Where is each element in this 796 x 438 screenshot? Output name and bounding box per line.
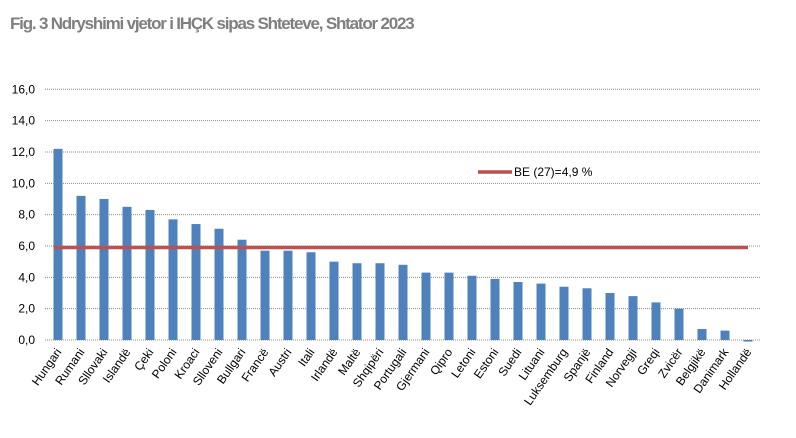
y-tick-label: 8,0 (18, 208, 35, 222)
bar-Slloveni (214, 228, 224, 340)
bar-Francë (260, 250, 270, 340)
bar-Suedi (513, 282, 523, 340)
bar-Estoni (490, 278, 500, 340)
bar-Austri (283, 250, 293, 340)
bar-Rumani (76, 195, 86, 340)
bar-Kroaci (191, 224, 201, 340)
bar-Irlandë (329, 261, 339, 340)
bar-Çeki (145, 209, 155, 340)
bar-Danimark (720, 330, 730, 340)
bar-Zvicër (674, 308, 684, 340)
bar-Greqi (651, 302, 661, 340)
bar-Belgjikë (697, 329, 707, 340)
bar-Hollandë (743, 340, 753, 342)
bar-Islandë (122, 206, 132, 340)
y-tick-label: 12,0 (12, 145, 36, 159)
bar-Qipro (444, 272, 454, 340)
bar-Norvegji (628, 296, 638, 340)
y-tick-label: 16,0 (12, 82, 36, 96)
bar-Poloni (168, 219, 178, 340)
bar-Letoni (467, 275, 477, 340)
y-tick-label: 0,0 (18, 333, 35, 347)
x-tick-label: Austri (265, 346, 294, 379)
bar-Itali (306, 252, 316, 340)
bar-Portugali (398, 264, 408, 340)
bar-Shqipëri (375, 263, 385, 340)
bar-Bullgari (237, 239, 247, 340)
bar-Gjermani (421, 272, 431, 340)
y-tick-label: 6,0 (18, 239, 35, 253)
y-tick-label: 14,0 (12, 114, 36, 128)
bar-Maltë (352, 263, 362, 340)
bar-Finland (605, 292, 615, 340)
y-tick-label: 2,0 (18, 302, 35, 316)
bar-Spanjë (582, 288, 592, 340)
y-tick-label: 4,0 (18, 270, 35, 284)
legend-label: BE (27)=4,9 % (514, 165, 593, 179)
y-tick-label: 10,0 (12, 176, 36, 190)
bar-Hungari (53, 148, 63, 340)
chart-title: Fig. 3 Ndryshimi vjetor i IHÇK sipas Sht… (10, 14, 415, 33)
bar-Lituani (536, 283, 546, 340)
bar-Luksemburg (559, 286, 569, 340)
bar-Sllovaki (99, 198, 109, 340)
x-tick-label: Estoni (471, 346, 502, 381)
